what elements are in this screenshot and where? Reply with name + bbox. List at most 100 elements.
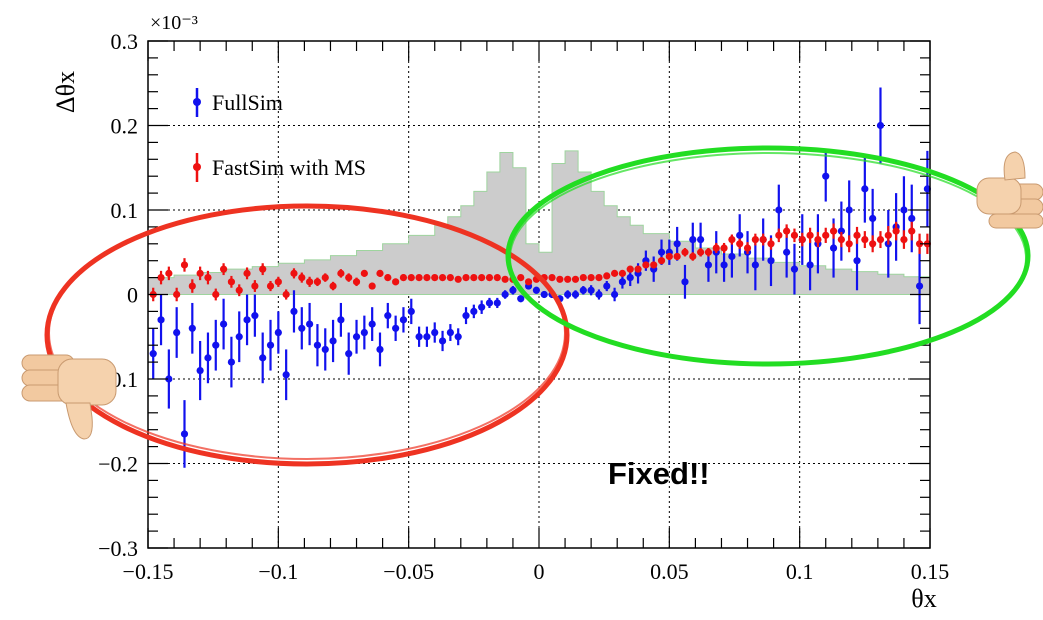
data-point <box>454 333 462 341</box>
data-point <box>431 274 439 282</box>
data-point <box>751 261 759 269</box>
data-point <box>329 282 337 290</box>
data-point <box>212 290 220 299</box>
data-point <box>712 244 720 252</box>
data-point <box>610 269 619 277</box>
data-point <box>509 286 517 294</box>
data-point <box>657 257 666 265</box>
thumbs-down-icon <box>21 354 117 440</box>
data-point <box>446 328 454 337</box>
data-point <box>282 371 290 379</box>
data-point <box>743 244 752 252</box>
data-point <box>853 231 861 239</box>
thumbs-up-icon <box>976 151 1043 229</box>
data-point <box>188 282 196 290</box>
x-tick-label: 0.05 <box>650 559 689 584</box>
data-point <box>915 282 924 290</box>
data-point <box>798 235 806 244</box>
data-point <box>806 261 814 269</box>
data-point <box>610 290 619 299</box>
data-point <box>470 307 478 315</box>
data-point <box>564 275 572 283</box>
data-point <box>892 227 900 235</box>
data-point <box>188 324 196 332</box>
data-point <box>470 274 478 282</box>
x-tick-label: −0.15 <box>123 559 174 584</box>
data-point <box>806 231 814 239</box>
data-point <box>861 185 869 193</box>
data-point <box>399 274 408 282</box>
data-point <box>360 328 368 337</box>
legend-entry-fastsim: FastSim with MS <box>193 153 366 182</box>
data-point <box>266 341 275 349</box>
data-point <box>321 345 329 354</box>
data-point <box>579 274 587 282</box>
legend-marker-fastsim <box>193 163 201 171</box>
data-point <box>845 240 853 248</box>
data-point <box>399 316 408 324</box>
data-point <box>384 274 392 282</box>
legend-label-fullsim: FullSim <box>212 90 283 115</box>
data-point <box>665 252 673 261</box>
x-tick-label: −0.05 <box>383 559 434 584</box>
data-point <box>173 328 181 337</box>
data-point <box>618 269 627 277</box>
data-point <box>376 269 384 277</box>
data-point <box>571 290 580 299</box>
data-point <box>767 240 775 248</box>
data-point <box>431 328 439 337</box>
data-point <box>180 261 189 269</box>
data-point <box>219 265 228 273</box>
y-tick-label: −0.2 <box>98 452 138 477</box>
data-point <box>673 252 681 261</box>
data-point <box>157 274 165 282</box>
data-point <box>829 227 838 235</box>
data-point <box>227 278 236 286</box>
data-point <box>681 248 689 256</box>
data-point <box>751 235 759 244</box>
data-point <box>298 274 306 282</box>
data-point <box>235 286 243 294</box>
data-point <box>415 333 423 341</box>
data-point <box>329 337 337 345</box>
x-tick-label: −0.1 <box>258 559 298 584</box>
red-ellipse-annotation <box>44 203 570 467</box>
data-point <box>603 282 611 290</box>
data-point <box>704 261 713 269</box>
data-point <box>681 278 689 286</box>
data-point <box>290 307 298 315</box>
data-point <box>900 206 908 214</box>
data-point <box>783 227 791 235</box>
data-point <box>313 341 322 349</box>
data-point <box>173 290 181 299</box>
data-point <box>564 290 572 299</box>
data-point <box>908 214 916 223</box>
data-point <box>736 240 744 248</box>
data-series <box>149 87 931 468</box>
data-point <box>274 328 282 337</box>
data-point <box>360 269 368 277</box>
data-point <box>290 269 298 277</box>
data-point <box>869 214 877 223</box>
data-point <box>227 358 236 366</box>
data-point <box>697 248 705 256</box>
data-point <box>642 261 650 269</box>
data-point <box>345 274 353 282</box>
data-point <box>446 274 454 282</box>
data-point <box>524 278 533 286</box>
data-point <box>251 312 259 320</box>
legend-label-fastsim: FastSim with MS <box>212 155 366 180</box>
data-point <box>595 290 603 299</box>
data-point <box>908 227 916 235</box>
axis-ticks <box>147 40 931 549</box>
data-point <box>845 206 853 214</box>
data-point <box>689 235 697 244</box>
data-point <box>759 235 767 244</box>
series-fastsim <box>149 221 931 302</box>
x-tick-label: 0 <box>534 559 545 584</box>
data-point <box>618 278 627 286</box>
x-tick-label: 0.15 <box>911 559 950 584</box>
data-point <box>861 235 869 244</box>
data-point <box>407 307 415 315</box>
x-axis-title: θx <box>911 584 936 613</box>
